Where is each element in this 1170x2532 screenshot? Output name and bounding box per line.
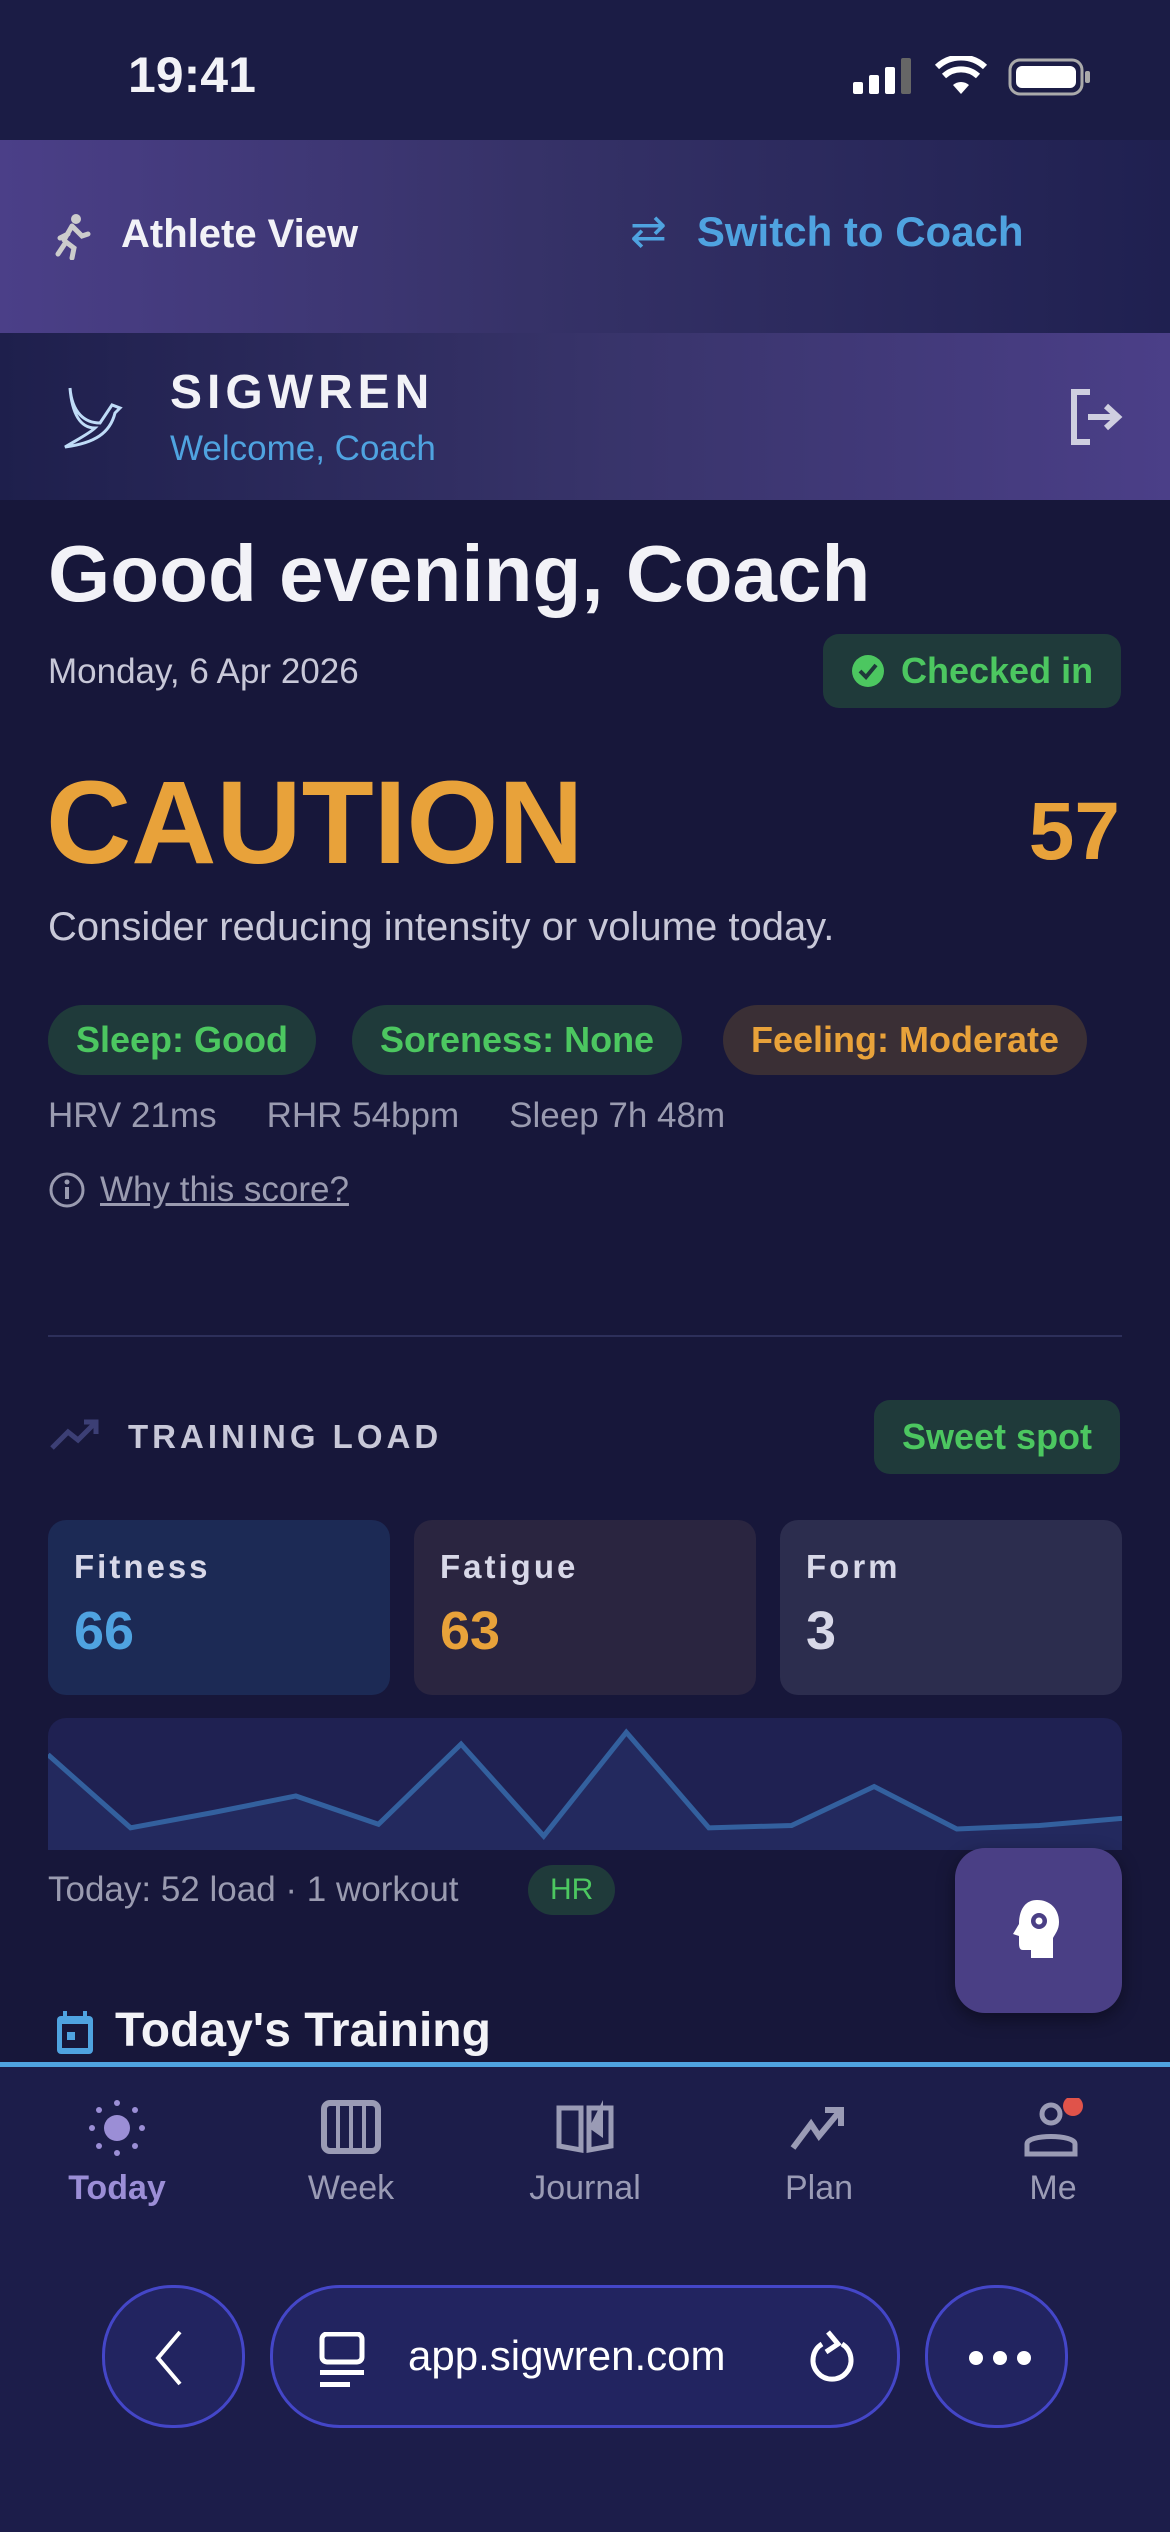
chevron-left-icon	[155, 2330, 182, 2386]
sleep-chip: Sleep: Good	[48, 1005, 317, 1075]
check-circle-icon	[852, 655, 884, 687]
why-score-link[interactable]: Why this score?	[48, 1170, 349, 1210]
readiness-score: 57	[1028, 786, 1120, 877]
training-load-sparkline	[48, 1718, 1122, 1850]
readiness-message: Consider reducing intensity or volume to…	[48, 905, 835, 949]
nav-plan[interactable]: Plan	[702, 2066, 936, 2226]
battery-icon	[1008, 58, 1090, 96]
card-label: Fatigue	[440, 1548, 579, 1585]
brand-name: SIGWREN	[170, 366, 435, 419]
status-time: 19:41	[128, 47, 256, 103]
nav-label: Week	[307, 2169, 395, 2207]
hr-badge: HR	[528, 1865, 616, 1915]
why-label: Why this score?	[100, 1170, 349, 1209]
user-icon	[1024, 2098, 1083, 2157]
readiness-metrics: HRV 21ms RHR 54bpm Sleep 7h 48m	[48, 1096, 725, 1136]
card-label: Form	[806, 1548, 901, 1585]
card-value: 66	[74, 1601, 135, 1661]
role-label: Athlete View	[121, 212, 359, 256]
divider	[48, 1335, 1122, 1337]
sweet-spot-badge: Sweet spot	[874, 1400, 1121, 1474]
sparkline-area	[48, 1732, 1122, 1850]
nav-week[interactable]: Week	[234, 2066, 468, 2226]
swap-icon: ⇄	[630, 207, 667, 256]
url-text: app.sigwren.com	[408, 2332, 726, 2379]
switch-to-coach-button[interactable]: ⇄ Switch to Coach	[630, 206, 1024, 257]
app-header: SIGWREN Welcome, Coach	[0, 333, 1170, 500]
browser-more-button[interactable]	[925, 2285, 1068, 2428]
readiness-status: CAUTION	[46, 757, 584, 889]
calendar-icon	[57, 2011, 93, 2054]
nav-journal[interactable]: Journal	[468, 2066, 702, 2226]
wifi-icon	[935, 56, 987, 94]
fatigue-card: Fatigue 63	[414, 1520, 756, 1695]
notification-dot	[1063, 2098, 1083, 2116]
role-bar: Athlete View ⇄ Switch to Coach	[0, 140, 1170, 333]
date-text: Monday, 6 Apr 2026	[48, 652, 359, 691]
more-dots-icon	[969, 2351, 1031, 2365]
browser-back-button[interactable]	[102, 2285, 245, 2428]
checked-in-badge: Checked in	[823, 634, 1122, 708]
nav-label: Me	[1029, 2169, 1077, 2207]
bottom-nav: Today Week Journal Plan Me app.sigwren.c…	[0, 2062, 1170, 2532]
trending-up-icon	[50, 1419, 99, 1450]
card-value: 63	[440, 1601, 501, 1661]
nav-label: Today	[68, 2169, 166, 2207]
feeling-chip: Feeling: Moderate	[723, 1005, 1088, 1075]
form-card: Form 3	[780, 1520, 1122, 1695]
info-icon	[49, 1172, 85, 1208]
status-bar: 19:41	[0, 0, 1170, 140]
book-icon	[556, 2100, 614, 2153]
today-load-text: Today: 52 load · 1 workout	[48, 1870, 459, 1909]
greeting-title: Good evening, Coach	[48, 529, 871, 618]
logout-icon[interactable]	[1068, 388, 1126, 446]
nav-today[interactable]: Today	[0, 2066, 234, 2226]
tab-layout-icon	[319, 2332, 365, 2387]
trending-up-icon	[790, 2107, 844, 2150]
sun-icon	[89, 2100, 145, 2156]
head-gear-icon	[1013, 1900, 1059, 1958]
checkin-label: Checked in	[901, 650, 1094, 691]
nav-label: Plan	[784, 2169, 854, 2207]
switch-label: Switch to Coach	[696, 207, 1024, 255]
welcome-text: Welcome, Coach	[170, 429, 436, 468]
nav-me[interactable]: Me	[936, 2066, 1170, 2226]
ai-coach-button[interactable]	[955, 1848, 1122, 2013]
sigwren-logo-icon	[64, 387, 123, 449]
card-label: Fitness	[74, 1548, 211, 1585]
hrv-metric: HRV 21ms	[48, 1096, 217, 1135]
sparkline-line	[48, 1728, 1122, 1840]
card-value: 3	[806, 1601, 837, 1661]
soreness-chip: Soreness: None	[352, 1005, 683, 1075]
fitness-card: Fitness 66	[48, 1520, 390, 1695]
training-load-title: TRAINING LOAD	[128, 1418, 443, 1455]
nav-top-border	[0, 2062, 1170, 2067]
runner-icon	[55, 214, 91, 260]
todays-training-title: Today's Training	[115, 2004, 491, 2057]
signal-icon	[853, 58, 911, 94]
url-bar[interactable]: app.sigwren.com	[270, 2285, 900, 2428]
rhr-metric: RHR 54bpm	[266, 1096, 460, 1135]
sleep-metric: Sleep 7h 48m	[509, 1096, 726, 1135]
reload-icon[interactable]	[808, 2330, 858, 2386]
calendar-week-icon	[321, 2100, 381, 2154]
nav-label: Journal	[529, 2169, 641, 2207]
